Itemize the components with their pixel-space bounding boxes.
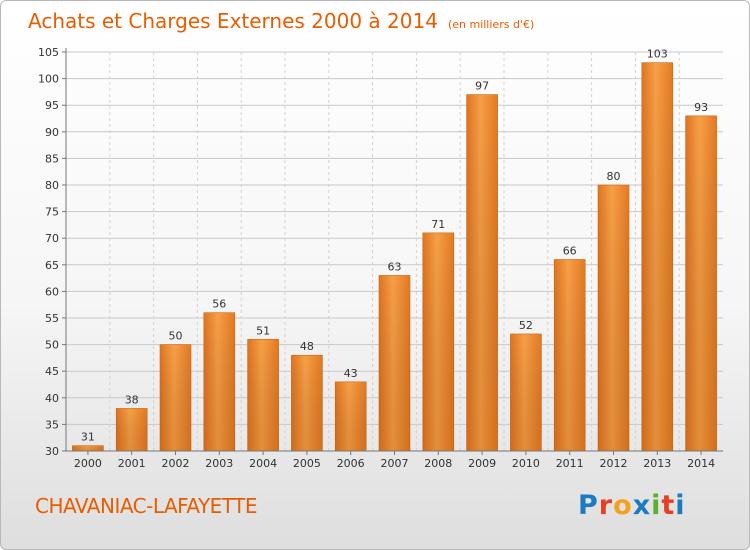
bars: 31 38 50 56 51 48 43 63 71 97 52 66 80 103 93 [72, 48, 717, 452]
bar-shade [641, 62, 673, 451]
x-tick-label: 2010 [512, 457, 540, 470]
bar-value-label: 103 [647, 48, 668, 61]
x-tick-label: 2014 [687, 457, 715, 470]
x-tick-label: 2000 [74, 457, 102, 470]
x-tick-label: 2001 [118, 457, 146, 470]
x-axis: 2000 2001 2002 2003 2004 2005 2006 2007 2008 2009… [66, 450, 723, 470]
bar-shade [160, 344, 191, 451]
bar-shade [510, 333, 542, 451]
y-tick-label: 90 [45, 126, 59, 139]
logo-letter: r [598, 490, 614, 521]
y-tick-label: 35 [45, 418, 59, 431]
bar-shade [335, 381, 367, 451]
chart-title-text: Achats et Charges Externes 2000 à 2014 [28, 9, 438, 33]
bar-value-label: 52 [519, 319, 533, 332]
y-tick-label: 65 [45, 259, 59, 272]
y-tick-label: 55 [45, 312, 59, 325]
y-tick-label: 80 [45, 179, 59, 192]
bar-value-label: 93 [694, 101, 708, 114]
logo-letter: i [651, 490, 662, 521]
bar-value-label: 50 [169, 330, 183, 343]
bar-shade [598, 185, 629, 451]
y-tick-label: 40 [45, 392, 59, 405]
bar-value-label: 71 [431, 218, 445, 231]
bar-value-label: 56 [212, 298, 226, 311]
bar-shade [554, 259, 586, 451]
bar-shade [72, 445, 104, 451]
bar-value-label: 97 [475, 80, 489, 93]
bar-shade [466, 94, 498, 451]
x-tick-label: 2013 [643, 457, 671, 470]
bar-shade [379, 275, 410, 451]
y-tick-label: 105 [38, 46, 59, 59]
logo-letter: o [613, 490, 633, 521]
chart-title: Achats et Charges Externes 2000 à 2014 (e… [28, 9, 534, 33]
x-tick-label: 2009 [468, 457, 496, 470]
bar-value-label: 38 [125, 393, 139, 406]
bar-value-label: 43 [344, 367, 358, 380]
bar-shade [422, 232, 454, 451]
bar-shade [685, 115, 717, 451]
chart-subtitle: (en milliers d'€) [447, 18, 535, 31]
x-tick-label: 2003 [205, 457, 233, 470]
bar-value-label: 51 [256, 324, 270, 337]
bar-value-label: 66 [563, 244, 577, 257]
y-tick-label: 100 [38, 73, 59, 86]
y-tick-label: 60 [45, 285, 59, 298]
logo-letter: x [632, 490, 652, 521]
logo-letter: t [661, 490, 676, 521]
y-tick-label: 95 [45, 99, 59, 112]
bar-value-label: 31 [81, 431, 95, 444]
logo-letter: i [675, 490, 686, 521]
bar-shade [203, 312, 235, 451]
bar-shade [247, 339, 279, 451]
bar-value-label: 63 [388, 260, 402, 273]
x-tick-label: 2007 [381, 457, 409, 470]
commune-name: CHAVANIAC-LAFAYETTE [35, 494, 258, 518]
y-tick-label: 85 [45, 152, 59, 165]
y-axis: 30 35 40 45 50 55 60 65 70 75 80 85 90 95 100 105 [38, 46, 67, 458]
bar-value-label: 48 [300, 340, 314, 353]
proxiti-logo: Proxiti [578, 490, 686, 521]
logo-letter: P [578, 490, 599, 521]
x-tick-label: 2006 [337, 457, 365, 470]
x-tick-label: 2008 [424, 457, 452, 470]
x-tick-label: 2012 [600, 457, 628, 470]
bar-value-label: 80 [607, 170, 621, 183]
x-tick-label: 2011 [556, 457, 584, 470]
y-tick-label: 45 [45, 365, 59, 378]
x-tick-label: 2004 [249, 457, 277, 470]
y-tick-label: 30 [45, 445, 59, 458]
bar-shade [116, 408, 148, 451]
y-tick-label: 70 [45, 232, 59, 245]
x-tick-label: 2002 [162, 457, 190, 470]
y-tick-label: 50 [45, 339, 59, 352]
bar-shade [291, 355, 323, 451]
x-tick-label: 2005 [293, 457, 321, 470]
y-tick-label: 75 [45, 206, 59, 219]
